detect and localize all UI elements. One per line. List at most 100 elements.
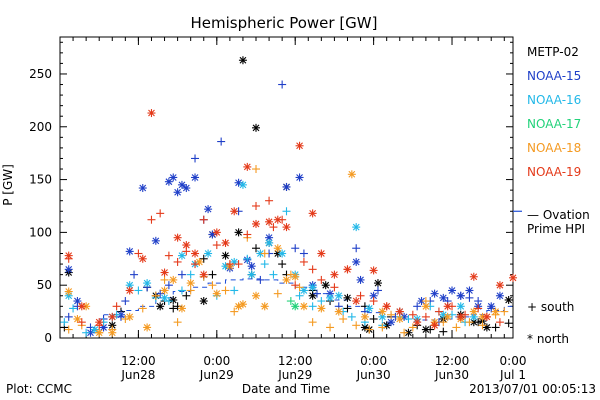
- north-star-d2: [178, 181, 186, 189]
- point-north: [169, 173, 178, 182]
- point-north: [212, 228, 221, 237]
- point-north: [199, 270, 208, 279]
- point-north: [177, 180, 186, 189]
- series-metp-02: [60, 56, 513, 337]
- point-south: [434, 307, 443, 316]
- series-noaa-15: [64, 80, 504, 337]
- point-north: [443, 312, 452, 321]
- point-north: [352, 223, 361, 232]
- point-north: [443, 302, 452, 311]
- point-south: [164, 297, 173, 306]
- point-south: [260, 260, 269, 269]
- point-north: [321, 281, 330, 290]
- north-star-d2: [213, 228, 221, 236]
- point-south: [491, 323, 500, 332]
- point-south: [317, 297, 326, 306]
- point-south: [186, 270, 195, 279]
- north-star-d2: [365, 305, 373, 312]
- point-north: [221, 238, 230, 247]
- x-tick-label-date: Jun30: [434, 368, 469, 382]
- point-south: [352, 321, 361, 330]
- north-star-d2: [361, 324, 369, 331]
- point-north: [186, 279, 195, 288]
- point-south: [413, 302, 422, 311]
- point-north: [334, 307, 343, 316]
- north-star-d2: [65, 252, 73, 260]
- point-north: [491, 307, 500, 316]
- north-star-d2: [191, 250, 199, 257]
- point-south: [269, 223, 278, 232]
- point-south: [504, 319, 513, 328]
- point-north: [265, 217, 274, 226]
- point-north: [199, 297, 208, 306]
- point-north: [160, 286, 169, 295]
- north-star-d2: [265, 218, 273, 226]
- north-star-d2: [274, 216, 282, 224]
- point-south: [212, 241, 221, 250]
- north-star-d2: [156, 302, 164, 310]
- north-star-d2: [387, 318, 395, 326]
- point-north: [273, 244, 282, 253]
- point-south: [369, 314, 378, 323]
- point-north: [173, 233, 182, 242]
- marker-legend: + south * north: [527, 300, 574, 346]
- north-star-d2: [344, 265, 351, 273]
- point-north: [282, 182, 291, 191]
- north-star-d2: [457, 313, 465, 321]
- point-north: [308, 283, 317, 292]
- point-south: [173, 257, 182, 266]
- point-north: [160, 268, 169, 277]
- point-north: [469, 307, 478, 316]
- north-star-d2: [169, 296, 177, 304]
- point-north: [238, 300, 247, 309]
- north-star-d2: [200, 297, 208, 305]
- point-north: [204, 205, 213, 214]
- point-south: [147, 215, 156, 224]
- point-north: [365, 304, 374, 313]
- legend-item-metp-02: METP-02: [527, 45, 579, 59]
- north-star-d2: [187, 279, 195, 287]
- point-south: [243, 230, 252, 239]
- north-star-d2: [309, 283, 317, 291]
- north-star-d2: [496, 292, 504, 300]
- north-star-d2: [239, 181, 247, 189]
- north-star-d2: [444, 313, 452, 321]
- point-south: [299, 257, 308, 266]
- point-south: [191, 260, 200, 269]
- point-north: [439, 293, 448, 302]
- y-tick-label: 250: [29, 67, 52, 81]
- north-star-d2: [252, 292, 260, 300]
- north-star-d2: [265, 234, 273, 242]
- point-north: [221, 251, 230, 260]
- north-star-d2: [448, 287, 456, 294]
- north-star-d2: [222, 252, 229, 260]
- point-north: [64, 251, 73, 260]
- point-south: [291, 244, 300, 253]
- point-north: [138, 254, 147, 263]
- point-south: [439, 318, 448, 327]
- point-south: [278, 260, 287, 269]
- north-star-d2: [239, 300, 247, 308]
- point-north: [378, 307, 387, 316]
- point-south: [173, 318, 182, 327]
- north-star-d2: [161, 287, 168, 294]
- north-star-d2: [256, 250, 264, 257]
- north-star-d2: [457, 292, 465, 300]
- point-north: [317, 304, 326, 313]
- point-south: [387, 310, 396, 319]
- point-north: [469, 312, 478, 321]
- marker-legend-south: + south: [527, 300, 574, 314]
- point-south: [421, 312, 430, 321]
- point-north: [273, 215, 282, 224]
- point-south: [326, 323, 335, 332]
- north-star-d2: [178, 305, 186, 312]
- point-north: [204, 249, 213, 258]
- north-star-d2: [178, 252, 186, 260]
- north-star-d2: [283, 276, 290, 284]
- north-star-d2: [496, 281, 504, 289]
- north-star-d2: [169, 174, 177, 181]
- point-south: [369, 297, 378, 306]
- point-north: [169, 275, 178, 284]
- north-star-d2: [182, 241, 190, 249]
- point-north: [95, 328, 104, 337]
